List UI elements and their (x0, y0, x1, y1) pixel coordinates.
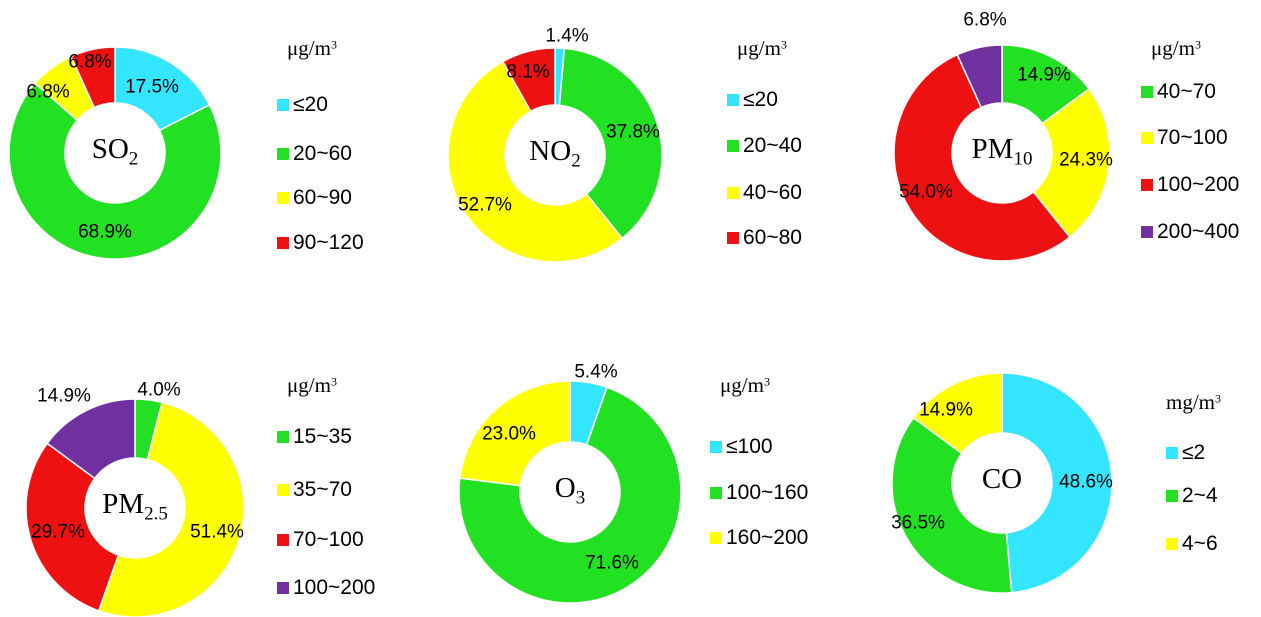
pollutant-center-label: PM2.5 (75, 488, 195, 526)
legend-unit-label: μg/m3 (720, 373, 770, 398)
pollutant-name: O (555, 472, 576, 504)
slice-percent-label: 23.0% (482, 424, 536, 445)
legend-label: 100~200 (1157, 173, 1239, 197)
pollutant-name: PM (972, 133, 1014, 165)
legend-label: 15~35 (293, 425, 352, 449)
legend-swatch (710, 441, 722, 453)
pollutant-center-label: CO (942, 463, 1062, 496)
slice-percent-label: 14.9% (919, 400, 973, 421)
slice-percent-label: 51.4% (190, 522, 244, 543)
legend-label: 70~100 (293, 528, 364, 552)
legend-swatch (277, 484, 289, 496)
legend-label: 40~70 (1157, 80, 1216, 104)
legend-unit-label: μg/m3 (737, 36, 787, 61)
slice-percent-label: 71.6% (585, 553, 639, 574)
slice-percent-label: 14.9% (37, 386, 91, 407)
pollutant-name: SO (92, 133, 129, 165)
legend-label: 60~80 (743, 226, 802, 250)
legend-swatch (277, 192, 289, 204)
legend-swatch (727, 140, 739, 152)
legend-swatch (277, 582, 289, 594)
slice-percent-label: 17.5% (125, 77, 179, 98)
legend-label: ≤100 (726, 435, 773, 459)
legend-label: 100~200 (293, 576, 375, 600)
legend-swatch (277, 148, 289, 160)
legend-label: 70~100 (1157, 126, 1228, 150)
legend-swatch (277, 431, 289, 443)
slice-percent-label: 52.7% (458, 195, 512, 216)
legend-label: 35~70 (293, 478, 352, 502)
legend-label: 200~400 (1157, 220, 1239, 244)
pollutant-name: PM (102, 488, 144, 520)
legend-swatch (727, 94, 739, 106)
legend-label: 60~90 (293, 186, 352, 210)
legend-swatch (1141, 86, 1153, 98)
legend-swatch (277, 99, 289, 111)
pollutant-name: CO (982, 463, 1022, 495)
legend-swatch (727, 232, 739, 244)
legend-swatch (1166, 447, 1178, 459)
legend-swatch (277, 534, 289, 546)
legend-label: 20~60 (293, 142, 352, 166)
pollutant-subscript: 3 (576, 488, 586, 509)
pollutant-subscript: 10 (1013, 149, 1032, 170)
slice-percent-label: 68.9% (78, 222, 132, 243)
legend-label: 160~200 (726, 526, 808, 550)
pollutant-subscript: 2 (129, 149, 139, 170)
slice-percent-label: 1.4% (545, 26, 588, 47)
legend-label: ≤20 (293, 93, 328, 117)
slice-percent-label: 6.8% (26, 82, 69, 103)
pollutant-center-label: SO2 (55, 133, 175, 171)
legend-unit-label: μg/m3 (287, 36, 337, 61)
legend-unit-label: μg/m3 (1151, 36, 1201, 61)
legend-unit-label: mg/m3 (1166, 390, 1221, 415)
legend-swatch (1141, 179, 1153, 191)
legend-swatch (1166, 538, 1178, 550)
legend-label: 40~60 (743, 181, 802, 205)
legend-swatch (1141, 132, 1153, 144)
pollutant-subscript: 2.5 (144, 504, 168, 525)
legend-label: 100~160 (726, 481, 808, 505)
slice-percent-label: 8.1% (506, 62, 549, 83)
legend-swatch (277, 237, 289, 249)
legend-label: ≤2 (1182, 441, 1205, 465)
slice-percent-label: 6.8% (68, 52, 111, 73)
pollutant-center-label: NO2 (495, 135, 615, 173)
pollutant-center-label: PM10 (942, 133, 1062, 171)
legend-label: 2~4 (1182, 484, 1218, 508)
legend-label: 90~120 (293, 231, 364, 255)
legend-label: 20~40 (743, 134, 802, 158)
legend-label: ≤20 (743, 88, 778, 112)
legend-swatch (727, 187, 739, 199)
slice-percent-label: 4.0% (137, 380, 180, 401)
slice-percent-label: 48.6% (1059, 472, 1113, 493)
legend-swatch (1166, 490, 1178, 502)
legend-swatch (1141, 226, 1153, 238)
slice-percent-label: 5.4% (574, 362, 617, 383)
pollutant-center-label: O3 (510, 472, 630, 510)
pollutant-name: NO (529, 135, 571, 167)
slice-percent-label: 24.3% (1059, 150, 1113, 171)
slice-percent-label: 6.8% (963, 10, 1006, 31)
slice-percent-label: 54.0% (899, 182, 953, 203)
slice-percent-label: 36.5% (891, 513, 945, 534)
legend-swatch (710, 532, 722, 544)
legend-swatch (710, 487, 722, 499)
slice-percent-label: 14.9% (1017, 65, 1071, 86)
legend-label: 4~6 (1182, 532, 1218, 556)
pollutant-subscript: 2 (571, 151, 581, 172)
legend-unit-label: μg/m3 (287, 373, 337, 398)
